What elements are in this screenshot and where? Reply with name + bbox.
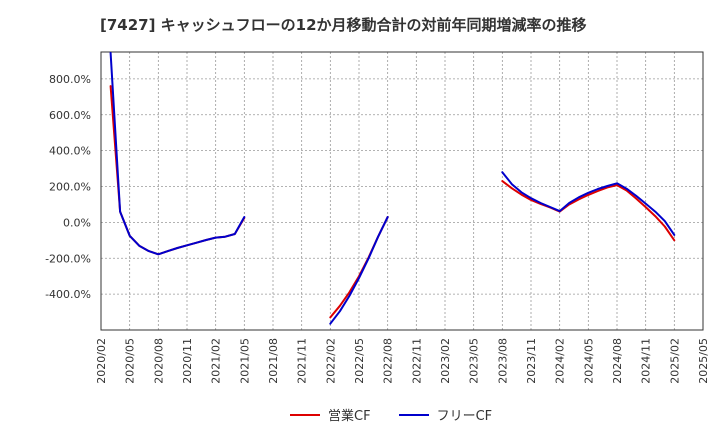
x-tick-label: 2020/08: [152, 338, 165, 384]
y-tick-label: 0.0%: [63, 216, 91, 229]
chart-legend: 営業CF フリーCF: [290, 405, 492, 424]
x-tick-label: 2024/11: [640, 338, 653, 384]
x-tick-label: 2022/11: [410, 338, 423, 384]
free-cf-line-segment: [329, 216, 389, 325]
chart-title: [7427] キャッシュフローの12か月移動合計の対前年同期増減率の推移: [100, 16, 587, 34]
x-tick-label: 2023/11: [525, 338, 538, 384]
y-tick-label: 600.0%: [49, 109, 91, 122]
x-tick-label: 2023/08: [496, 338, 509, 384]
x-tick-label: 2023/02: [439, 338, 452, 384]
x-tick-label: 2020/11: [181, 338, 194, 384]
x-tick-label: 2022/02: [324, 338, 337, 384]
x-tick-label: 2020/02: [95, 338, 108, 384]
x-tick-label: 2021/08: [267, 338, 280, 384]
x-tick-label: 2021/11: [296, 338, 309, 384]
legend-swatch-operating-cf: [290, 413, 320, 416]
x-tick-label: 2021/02: [210, 338, 223, 384]
x-tick-label: 2023/05: [468, 338, 481, 384]
legend-item-free-cf[interactable]: フリーCF: [398, 405, 493, 424]
free-cf-line-segment: [501, 171, 676, 236]
x-tick-label: 2020/05: [124, 338, 137, 384]
legend-label-free-cf: フリーCF: [436, 409, 493, 424]
y-tick-label: -400.0%: [45, 288, 91, 301]
operating-cf-line-segment: [109, 85, 246, 256]
x-tick-label: 2022/08: [382, 338, 395, 384]
operating-cf-line-segment: [501, 180, 676, 242]
x-tick-label: 2024/02: [554, 338, 567, 384]
x-tick-label: 2025/02: [668, 338, 681, 384]
free-cf-line-segment: [109, 51, 246, 256]
y-tick-label: -200.0%: [45, 252, 91, 265]
x-tick-label: 2022/05: [353, 338, 366, 384]
y-tick-label: 800.0%: [49, 73, 91, 86]
x-tick-label: 2024/05: [582, 338, 595, 384]
x-tick-label: 2025/05: [697, 338, 710, 384]
legend-item-operating-cf[interactable]: 営業CF: [290, 405, 371, 424]
y-tick-label: 400.0%: [49, 145, 91, 158]
x-tick-label: 2024/08: [611, 338, 624, 384]
x-tick-label: 2021/05: [238, 338, 251, 384]
plot-area-border: [100, 51, 704, 331]
y-tick-label: 200.0%: [49, 181, 91, 194]
legend-swatch-free-cf: [398, 413, 429, 416]
legend-label-operating-cf: 営業CF: [328, 409, 371, 424]
